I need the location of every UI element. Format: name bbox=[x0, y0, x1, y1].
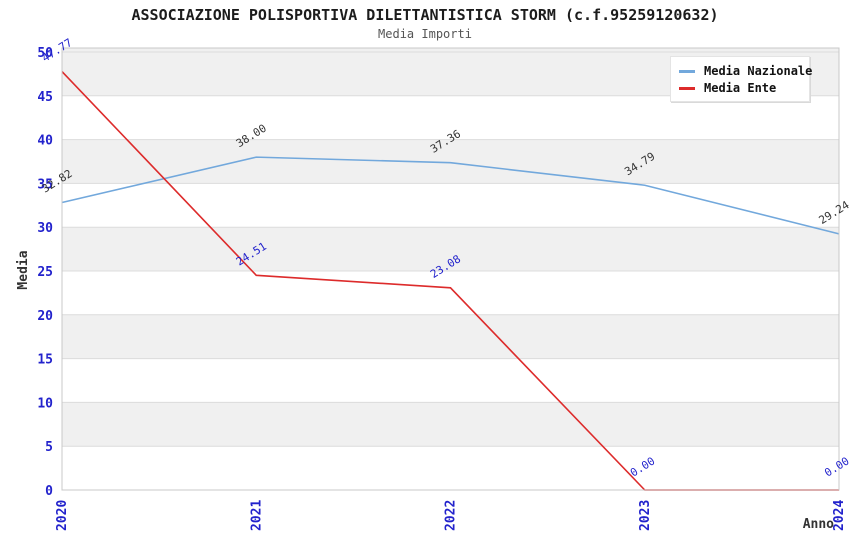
point-label: 29.24 bbox=[817, 198, 850, 227]
chart-title: ASSOCIAZIONE POLISPORTIVA DILETTANTISTIC… bbox=[131, 6, 719, 24]
chart-subtitle: Media Importi bbox=[378, 27, 472, 41]
plot-band bbox=[62, 227, 839, 271]
legend-label-media-nazionale: Media Nazionale bbox=[704, 64, 813, 78]
y-tick-label: 50 bbox=[37, 46, 53, 61]
x-tick-label: 2023 bbox=[638, 500, 653, 531]
y-tick-label: 10 bbox=[37, 396, 53, 411]
y-tick-label: 30 bbox=[37, 221, 53, 236]
x-tick-label: 2021 bbox=[249, 500, 264, 531]
point-label: 32.82 bbox=[40, 167, 75, 196]
y-tick-label: 5 bbox=[45, 440, 53, 455]
x-axis-title: Anno bbox=[803, 517, 834, 532]
y-tick-label: 20 bbox=[37, 309, 53, 324]
y-tick-label: 40 bbox=[37, 134, 53, 149]
point-label: 0.00 bbox=[822, 455, 850, 480]
plot-border bbox=[61, 47, 840, 491]
legend-line-swatch-red-icon bbox=[679, 86, 695, 90]
chart-legend: Media Nazionale Media Ente bbox=[670, 56, 812, 102]
x-tick-label: 2020 bbox=[55, 500, 70, 531]
y-axis-title: Media bbox=[16, 250, 31, 289]
legend-item-media-nazionale: Media Nazionale bbox=[679, 63, 812, 79]
plot-band bbox=[62, 402, 839, 447]
y-tick-label: 0 bbox=[45, 484, 53, 499]
legend-item-media-ente: Media Ente bbox=[679, 80, 801, 96]
y-tick-label: 35 bbox=[37, 177, 53, 192]
y-tick-label: 25 bbox=[37, 265, 53, 280]
x-tick-label: 2022 bbox=[444, 500, 459, 531]
point-label: 0.00 bbox=[628, 455, 657, 480]
y-tick-label: 15 bbox=[37, 353, 53, 368]
plot-band bbox=[62, 314, 839, 359]
legend-label-media-ente: Media Ente bbox=[704, 81, 777, 95]
legend-line-swatch-blue-icon bbox=[679, 69, 695, 73]
plot-band bbox=[62, 139, 839, 184]
y-tick-label: 45 bbox=[37, 90, 53, 105]
series-line-media-nazionale bbox=[61, 156, 840, 235]
x-tick-label: 2024 bbox=[832, 500, 847, 531]
